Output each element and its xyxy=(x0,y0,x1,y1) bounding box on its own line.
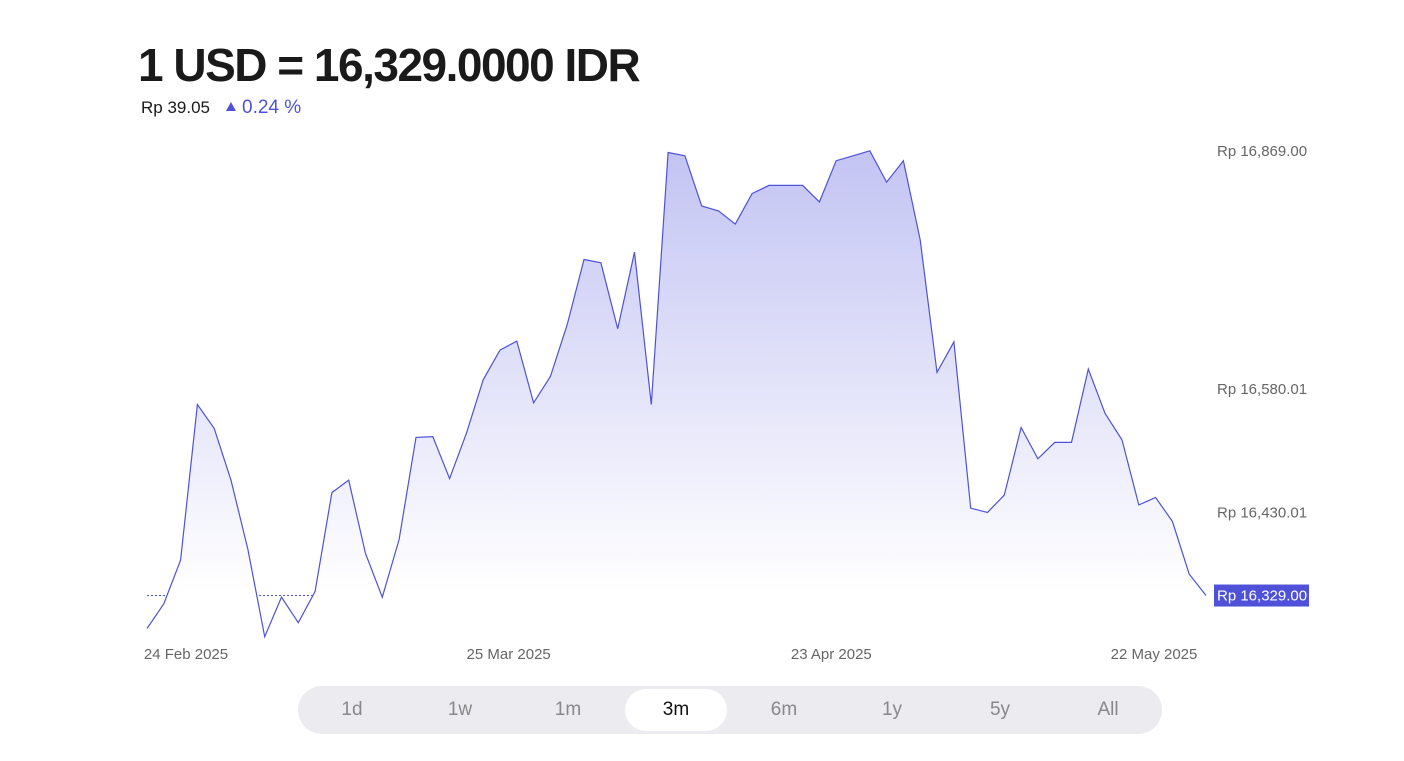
range-tab[interactable]: 5y xyxy=(989,699,1011,720)
y-tick-label: Rp 16,869.00 xyxy=(1217,143,1307,160)
change-percent: 0.24 % xyxy=(226,97,301,119)
x-tick-label: 22 May 2025 xyxy=(1111,646,1198,663)
title: 1 USD = 16,329.0000 IDR xyxy=(138,39,641,91)
x-tick-label: 25 Mar 2025 xyxy=(467,646,551,663)
chart: Rp 16,869.00 Rp 16,580.01 Rp 16,430.01 Rp 1… xyxy=(144,143,1309,663)
current-label-bg xyxy=(1214,584,1309,607)
range-tab[interactable]: 3m xyxy=(625,689,727,731)
range-tab[interactable]: 1w xyxy=(447,699,473,720)
x-tick-label: 23 Apr 2025 xyxy=(791,646,872,663)
y-tick-label: Rp 16,329.00 xyxy=(1217,587,1307,604)
y-tick-label: Rp 16,430.01 xyxy=(1217,504,1307,521)
y-tick-label: Rp 16,580.01 xyxy=(1217,381,1307,398)
range-tabs: 1d 1w 1m 3m 6m 1y 5y All xyxy=(298,686,1162,734)
area-fill xyxy=(147,150,1206,641)
change: Rp 39.05 xyxy=(141,98,210,117)
line xyxy=(146,150,1207,639)
range-tab[interactable]: 1y xyxy=(881,699,903,720)
x-tick-label: 24 Feb 2025 xyxy=(144,646,228,663)
range-tab[interactable]: 1m xyxy=(554,699,582,720)
range-tab[interactable]: 6m xyxy=(770,699,798,720)
range-tab[interactable]: 1d xyxy=(341,699,363,720)
range-tab[interactable]: All xyxy=(1097,699,1119,720)
